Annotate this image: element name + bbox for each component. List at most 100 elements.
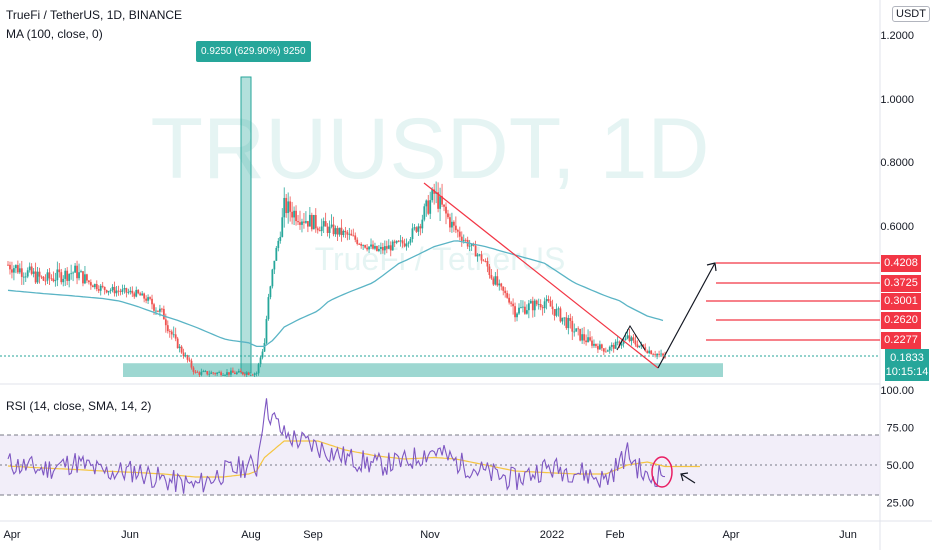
candle-body [494,276,497,285]
candle-body [476,254,479,257]
candle-body [431,189,434,201]
candle-body [545,299,548,302]
symbol-title[interactable]: TrueFi / TetherUS, 1D, BINANCE [6,8,183,22]
candle-body [364,245,367,248]
candle-body [32,271,35,274]
candle-body [141,293,144,296]
candle-body [376,246,378,251]
candle-body [84,274,86,284]
candle-body [34,271,37,283]
candle-body [525,310,528,314]
candle-body [111,286,114,291]
candle-body [389,245,392,251]
candle-body [522,306,524,308]
time-axis[interactable]: Apr Jun Aug Sep Nov 2022 Feb Apr Jun [3,529,856,541]
wedge-drawing[interactable] [616,325,646,351]
candle-body [241,372,244,375]
target-price-tag: 0.2277 [881,332,921,349]
current-price-value: 0.1833 [890,352,924,364]
candle-body [54,280,57,282]
candle-body [68,274,71,281]
price-tick-label: 0.6000 [880,221,914,233]
rsi-pointer-arrow-head [680,472,689,482]
candle-body [257,364,260,374]
candle-body [105,289,108,293]
candle-body [561,317,564,322]
candle-body [616,341,619,343]
candle-body [632,337,635,341]
price-axis[interactable]: 1.2000 1.0000 0.8000 0.6000 [880,30,914,233]
candle-body [216,372,219,375]
candle-body [512,303,514,307]
rsi-tick-label: 75.00 [886,423,914,435]
candle-body [462,239,465,241]
candle-body [387,245,390,249]
candle-body [121,289,124,292]
candle-body [224,375,226,376]
support-zone[interactable] [123,363,723,377]
candle-body [413,227,416,229]
candle-body [188,359,191,361]
candle-body [336,228,339,235]
candle-body [346,232,349,235]
descending-trendline[interactable] [423,182,659,369]
candle-body [168,331,171,332]
candle-body [301,221,303,225]
candle-body [190,360,193,368]
candle-body [281,217,284,237]
candle-body [612,344,615,349]
candle-body [11,269,13,273]
candle-body [204,371,207,372]
candle-body [468,245,471,247]
price-tick-label: 1.2000 [880,30,914,42]
rsi-axis[interactable]: 100.00 75.00 50.00 25.00 [880,385,914,510]
candle-body [518,307,520,314]
time-tick-label: Sep [303,529,323,541]
price-tick-label: 1.0000 [880,94,914,106]
candle-body [549,300,552,307]
candle-body [137,289,140,294]
candle-body [372,244,374,249]
candle-body [514,306,516,318]
candle-body [529,300,532,304]
candle-body [299,222,301,225]
candle-body [565,317,568,329]
candle-body [660,353,662,355]
candle-body [362,245,365,246]
candle-body [543,301,546,309]
candle-body [379,246,382,249]
candle-body [271,269,274,287]
candle-body [14,265,17,269]
rsi-indicator-label[interactable]: RSI (14, close, SMA, 14, 2) [6,399,152,413]
candle-body [577,328,580,330]
candle-body [26,270,29,277]
candle-body [82,271,84,284]
ma-indicator-label[interactable]: MA (100, close, 0) [6,27,103,41]
candle-body [214,373,217,375]
candle-body [86,274,88,281]
measure-range[interactable] [240,76,252,374]
candle-body [18,268,21,273]
candle-body [20,268,23,277]
candle-body [135,289,138,297]
candle-body [95,284,98,290]
candle-body [13,268,15,273]
candle-body [58,269,61,273]
candle-body [218,372,221,374]
candle-body [208,373,211,375]
candle-body [636,344,639,348]
target-levels [706,262,880,341]
projection-arrow[interactable] [657,262,716,369]
candle-body [383,246,386,251]
candle-body [151,298,153,305]
candle-body [155,310,157,312]
currency-badge[interactable]: USDT [892,6,930,22]
rsi-highlight-circle[interactable] [651,456,673,488]
candle-body [269,286,272,298]
candle-body [36,271,39,283]
candle-body [338,227,341,235]
candle-body [255,373,258,375]
candle-body [597,346,599,350]
candle-body [620,343,623,346]
